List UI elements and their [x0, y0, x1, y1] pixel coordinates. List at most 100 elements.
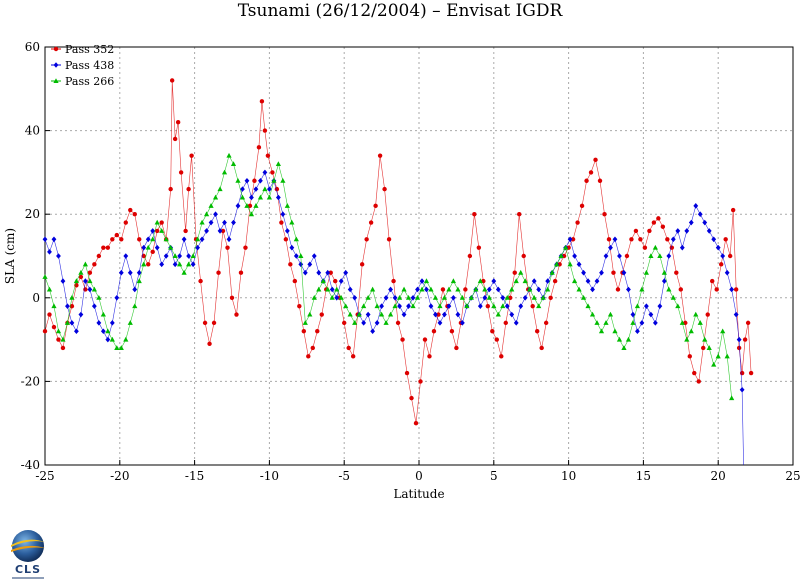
data-point	[51, 236, 57, 243]
data-point	[123, 220, 128, 225]
data-point	[433, 311, 438, 318]
data-point	[697, 320, 703, 325]
data-point	[168, 186, 173, 192]
data-point	[675, 228, 681, 234]
data-point	[267, 186, 272, 192]
data-point	[733, 287, 739, 292]
data-point	[217, 186, 223, 192]
data-point	[441, 295, 448, 300]
data-point	[177, 253, 183, 259]
data-point	[186, 186, 191, 192]
x-tick-label: 0	[415, 469, 423, 483]
data-point	[225, 245, 230, 250]
x-tick-label: -15	[185, 469, 204, 483]
data-point	[379, 311, 385, 317]
data-point	[745, 320, 751, 326]
data-point	[494, 337, 499, 342]
data-point	[105, 245, 111, 250]
data-point	[96, 320, 102, 326]
data-point	[42, 274, 48, 279]
data-point	[540, 295, 546, 300]
data-point	[307, 311, 313, 317]
data-point	[110, 237, 115, 242]
data-point	[630, 311, 636, 318]
data-point	[217, 228, 223, 234]
data-point	[377, 153, 383, 158]
data-point	[718, 262, 724, 267]
data-point	[235, 203, 241, 209]
data-point	[440, 287, 446, 292]
data-point	[612, 328, 618, 334]
data-point	[198, 278, 203, 284]
data-point	[252, 178, 257, 183]
data-point	[661, 269, 667, 275]
data-point	[602, 212, 607, 217]
data-point	[177, 261, 183, 267]
data-point	[585, 278, 591, 284]
data-point	[428, 303, 434, 309]
data-point	[603, 320, 609, 325]
data-point	[581, 269, 586, 276]
data-point	[186, 261, 192, 267]
data-point	[742, 337, 748, 342]
data-point	[60, 278, 66, 284]
data-point	[87, 286, 93, 293]
data-point	[42, 236, 48, 243]
data-point	[388, 286, 393, 293]
data-point	[666, 253, 672, 259]
data-point	[114, 295, 120, 301]
data-point	[670, 295, 676, 300]
data-point	[598, 328, 605, 334]
data-point	[504, 303, 510, 309]
data-point	[258, 177, 263, 184]
data-point	[65, 303, 70, 309]
data-point	[172, 136, 178, 142]
data-point	[202, 320, 208, 326]
data-point	[145, 236, 151, 243]
data-point	[424, 286, 429, 293]
x-tick-label: -5	[338, 469, 350, 483]
data-point	[660, 224, 666, 229]
data-point	[127, 320, 133, 325]
data-point	[446, 286, 452, 292]
data-point	[150, 249, 155, 255]
data-point	[302, 269, 308, 276]
data-point	[665, 237, 670, 242]
data-point	[472, 212, 477, 217]
data-point	[204, 228, 209, 234]
data-point	[226, 152, 232, 158]
data-point	[585, 303, 591, 309]
data-point	[724, 269, 730, 276]
data-point	[82, 278, 88, 284]
data-point	[589, 311, 596, 317]
data-point	[405, 295, 412, 300]
data-point	[259, 99, 265, 104]
data-point	[406, 303, 411, 309]
data-point	[347, 286, 353, 293]
data-point	[419, 286, 425, 292]
data-point	[449, 329, 455, 334]
legend-item: Pass 266	[51, 75, 114, 88]
data-point	[374, 303, 380, 309]
data-point	[91, 286, 97, 292]
data-point	[207, 341, 212, 346]
data-point	[545, 278, 551, 284]
data-point	[633, 228, 639, 234]
data-point	[642, 245, 648, 250]
data-point	[109, 336, 115, 342]
data-point	[392, 295, 398, 301]
data-point	[213, 211, 218, 217]
data-point	[230, 161, 237, 167]
data-point	[527, 286, 533, 292]
legend-marker	[53, 62, 59, 68]
data-point	[539, 345, 544, 351]
data-point	[611, 270, 616, 275]
data-point	[128, 207, 133, 213]
data-point	[571, 278, 578, 284]
data-point	[504, 295, 510, 300]
data-point	[274, 186, 280, 192]
data-point	[334, 286, 340, 292]
data-point	[404, 370, 410, 376]
data-point	[639, 286, 645, 292]
data-point	[334, 295, 340, 301]
